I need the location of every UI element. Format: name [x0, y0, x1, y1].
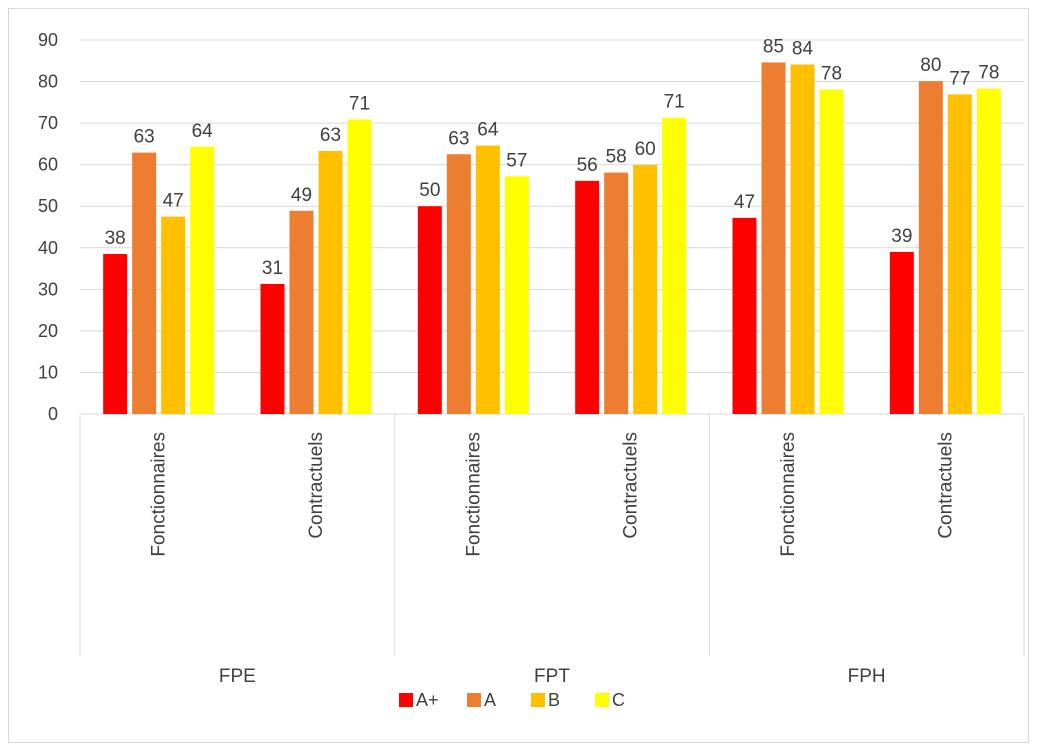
category-label: Fonctionnaires — [463, 432, 484, 557]
legend-swatch — [595, 693, 609, 707]
bar-a — [604, 172, 629, 414]
y-tick-label: 0 — [48, 404, 58, 424]
data-label: 56 — [577, 155, 598, 176]
data-label: 60 — [635, 139, 656, 160]
legend-label: A+ — [416, 690, 439, 710]
data-label: 64 — [192, 121, 214, 142]
bar-b — [475, 145, 500, 414]
bar-aplus — [103, 254, 128, 414]
data-label: 64 — [477, 120, 499, 141]
y-tick-label: 40 — [38, 238, 58, 258]
legend-label: B — [548, 690, 560, 710]
data-label: 84 — [792, 39, 814, 60]
bar-c — [662, 117, 687, 414]
y-tick-label: 80 — [38, 72, 58, 92]
bar-c — [819, 89, 844, 414]
bar-a — [761, 62, 786, 414]
bar-aplus — [260, 283, 285, 414]
legend-label: C — [612, 690, 625, 710]
bar-a — [132, 152, 157, 415]
legend-swatch — [531, 693, 545, 707]
y-tick-label: 30 — [38, 279, 58, 299]
legend-swatch — [399, 693, 413, 707]
bar-b — [790, 64, 815, 415]
data-label: 63 — [134, 127, 155, 148]
data-label: 63 — [448, 128, 469, 149]
category-label: Contractuels — [621, 432, 642, 539]
data-label: 78 — [821, 63, 842, 84]
data-label: 63 — [320, 125, 341, 146]
bar-c — [976, 88, 1001, 415]
bar-a — [289, 210, 314, 414]
bar-c — [504, 176, 529, 414]
category-label: Contractuels — [935, 432, 956, 539]
data-label: 31 — [262, 258, 283, 279]
data-label: 50 — [419, 180, 440, 201]
y-tick-label: 70 — [38, 113, 58, 133]
data-label: 47 — [163, 191, 184, 212]
data-label: 77 — [949, 68, 970, 89]
category-label: Fonctionnaires — [778, 432, 799, 557]
bar-b — [947, 94, 972, 414]
bar-c — [190, 146, 215, 414]
category-label: Contractuels — [306, 432, 327, 539]
data-label: 49 — [291, 185, 312, 206]
data-label: 38 — [105, 228, 126, 249]
data-label: 58 — [606, 147, 627, 168]
bar-a — [918, 81, 943, 414]
bar-b — [633, 165, 658, 414]
group-label: FPE — [219, 666, 256, 687]
bar-aplus — [732, 217, 757, 414]
category-label: Fonctionnaires — [149, 432, 170, 557]
y-tick-label: 50 — [38, 196, 58, 216]
data-label: 85 — [763, 36, 784, 57]
data-label: 57 — [506, 150, 527, 171]
data-label: 71 — [349, 93, 370, 114]
data-label: 71 — [664, 92, 685, 113]
group-label: FPT — [534, 666, 570, 687]
data-label: 80 — [920, 55, 941, 76]
legend-label: A — [484, 690, 496, 710]
group-label: FPH — [848, 666, 886, 687]
y-tick-label: 90 — [38, 30, 58, 50]
y-tick-label: 60 — [38, 155, 58, 175]
bar-c — [347, 119, 372, 415]
data-label: 78 — [978, 63, 999, 84]
bar-b — [161, 216, 186, 414]
bar-a — [446, 154, 471, 414]
y-tick-label: 20 — [38, 321, 58, 341]
bar-b — [318, 150, 343, 414]
data-label: 39 — [891, 226, 912, 247]
data-label: 47 — [734, 192, 755, 213]
y-tick-label: 10 — [38, 362, 58, 382]
bar-aplus — [417, 206, 442, 414]
bar-aplus — [889, 251, 914, 414]
bar-aplus — [575, 180, 600, 414]
legend-swatch — [467, 693, 481, 707]
